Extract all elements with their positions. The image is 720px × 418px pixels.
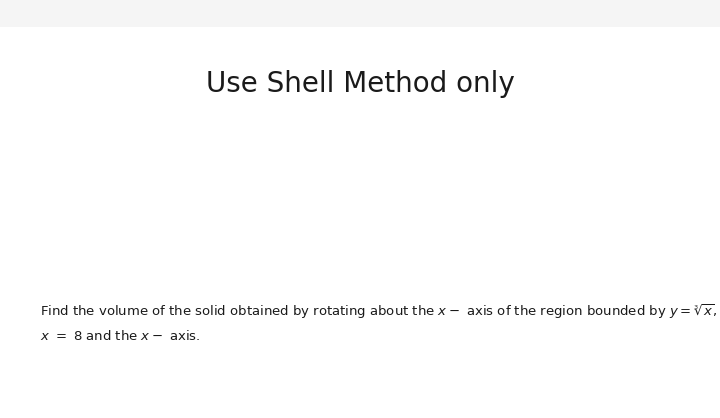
- Text: Find the volume of the solid obtained by rotating about the $x -$ axis of the re: Find the volume of the solid obtained by…: [40, 302, 717, 321]
- Text: $x \ = \ 8$ and the $x -$ axis.: $x \ = \ 8$ and the $x -$ axis.: [40, 329, 200, 344]
- Bar: [0, 0, 720, 27]
- Text: Use Shell Method only: Use Shell Method only: [206, 70, 514, 97]
